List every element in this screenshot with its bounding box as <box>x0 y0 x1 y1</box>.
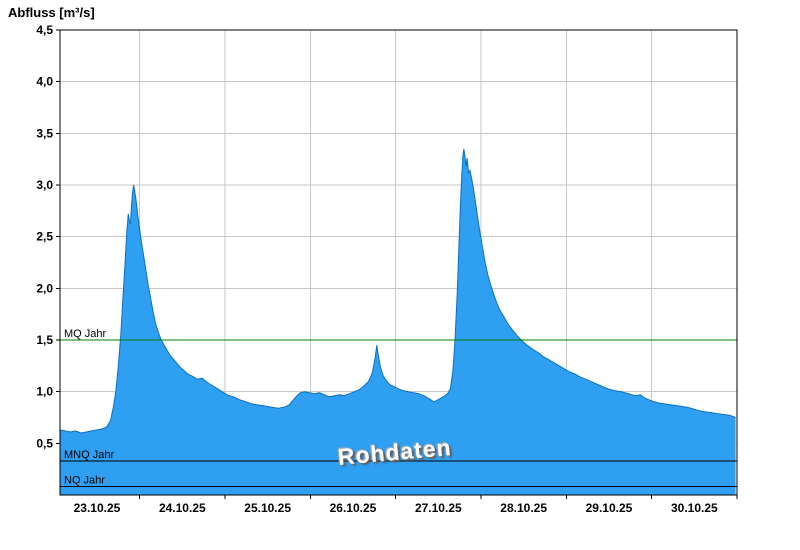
x-date-label: 29.10.25 <box>586 501 633 515</box>
y-tick-label: 4,0 <box>36 75 53 89</box>
y-tick-label: 3,0 <box>36 178 53 192</box>
y-tick-label: 4,5 <box>36 23 53 37</box>
y-tick-label: 3,5 <box>36 126 53 140</box>
discharge-line <box>59 148 736 434</box>
x-date-label: 25.10.25 <box>244 501 291 515</box>
y-tick-label: 2,0 <box>36 281 53 295</box>
ref-label-mnq-jahr: MNQ Jahr <box>64 449 114 461</box>
y-tick-label: 1,5 <box>36 333 53 347</box>
x-date-label: 28.10.25 <box>500 501 547 515</box>
y-tick-label: 1,0 <box>36 385 53 399</box>
reference-lines: MQ Jahr MNQ Jahr NQ Jahr <box>60 328 737 488</box>
ref-label-mq-jahr: MQ Jahr <box>64 328 107 340</box>
discharge-area <box>60 148 736 496</box>
chart-title: Abfluss [m³/s] <box>8 5 95 20</box>
x-axis-labels: 23.10.25 24.10.25 25.10.25 26.10.25 27.10.25… <box>74 501 718 515</box>
x-date-label: 30.10.25 <box>671 501 718 515</box>
x-date-label: 27.10.25 <box>415 501 462 515</box>
plot-border <box>59 29 738 496</box>
axis-ticks <box>56 29 738 499</box>
x-date-label: 24.10.25 <box>159 501 206 515</box>
x-date-label: 23.10.25 <box>74 501 121 515</box>
x-date-label: 26.10.25 <box>330 501 377 515</box>
y-tick-label: 2,5 <box>36 230 53 244</box>
y-tick-label: 0,5 <box>36 436 53 450</box>
y-axis-labels: 0,5 1,0 1,5 2,0 2,5 3,0 3,5 4,0 4,5 <box>36 23 53 450</box>
ref-label-nq-jahr: NQ Jahr <box>64 475 105 487</box>
